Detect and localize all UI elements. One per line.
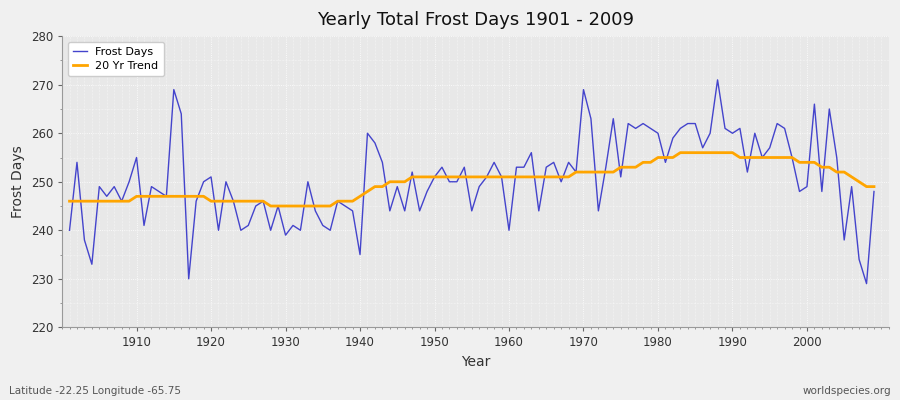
Frost Days [504,228,515,233]
Frost Days [288,223,299,228]
Frost Days [123,179,134,184]
Title: Yearly Total Frost Days 1901 - 2009: Yearly Total Frost Days 1901 - 2009 [317,11,634,29]
Frost Days [332,199,343,204]
Line: Frost Days: Frost Days [69,80,874,284]
Frost Days [861,281,872,286]
20 Yr Trend [511,174,522,179]
20 Yr Trend [123,199,134,204]
Text: Latitude -22.25 Longitude -65.75: Latitude -22.25 Longitude -65.75 [9,386,181,396]
20 Yr Trend [504,174,515,179]
Text: worldspecies.org: worldspecies.org [803,386,891,396]
Frost Days [712,78,723,82]
Legend: Frost Days, 20 Yr Trend: Frost Days, 20 Yr Trend [68,42,164,76]
20 Yr Trend [339,199,350,204]
20 Yr Trend [600,170,611,174]
20 Yr Trend [295,204,306,208]
Frost Days [496,174,507,179]
20 Yr Trend [266,204,276,208]
Y-axis label: Frost Days: Frost Days [11,145,25,218]
20 Yr Trend [868,184,879,189]
20 Yr Trend [64,199,75,204]
Frost Days [868,189,879,194]
20 Yr Trend [675,150,686,155]
Frost Days [593,208,604,213]
Frost Days [64,228,75,233]
Line: 20 Yr Trend: 20 Yr Trend [69,153,874,206]
X-axis label: Year: Year [461,355,491,369]
